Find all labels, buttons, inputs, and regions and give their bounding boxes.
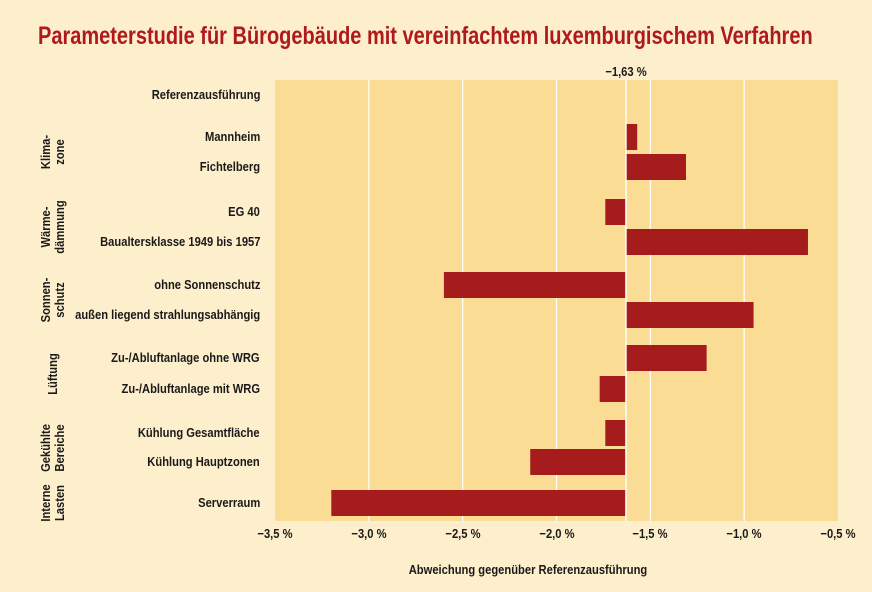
group-label-line: Sonnen- xyxy=(38,277,53,323)
x-tick-label: −2,0 % xyxy=(538,526,575,541)
bar xyxy=(625,154,686,180)
group-label: Klima-zone xyxy=(38,134,67,170)
category-label: außen liegend strahlungsabhängig xyxy=(74,307,260,322)
x-tick-label: −0,5 % xyxy=(820,526,856,541)
bar xyxy=(605,199,626,225)
x-tick-label: −2,5 % xyxy=(445,526,481,541)
category-label: Mannheim xyxy=(204,129,260,144)
bar xyxy=(331,490,626,516)
bar xyxy=(443,272,626,298)
group-label-line: dämmung xyxy=(52,200,67,254)
reference-value-label: −1,63 % xyxy=(605,64,647,79)
category-label: Zu-/Abluftanlage ohne WRG xyxy=(111,350,260,365)
group-label-line: Lasten xyxy=(52,484,67,522)
group-label-line: zone xyxy=(52,139,67,165)
category-label: Zu-/Abluftanlage mit WRG xyxy=(121,381,260,396)
bar xyxy=(625,345,707,371)
bar xyxy=(605,420,626,446)
bar xyxy=(530,449,626,475)
group-label: Sonnen-schutz xyxy=(38,277,67,323)
group-label-line: Interne xyxy=(38,484,53,522)
category-label: Serverraum xyxy=(197,495,260,510)
group-label: Wärme-dämmung xyxy=(38,200,67,254)
group-label-line: Klima- xyxy=(38,134,53,170)
group-label-line: Lüftung xyxy=(45,352,60,395)
bar xyxy=(599,376,626,402)
group-label: Lüftung xyxy=(45,352,60,395)
bar xyxy=(625,229,808,255)
category-label: EG 40 xyxy=(228,204,260,219)
category-label: Kühlung Gesamtfläche xyxy=(138,425,260,440)
group-label-line: schutz xyxy=(52,282,67,318)
x-tick-label: −3,5 % xyxy=(257,526,293,541)
group-label-line: Wärme- xyxy=(38,206,53,248)
group-label: Gekühlte Bereiche xyxy=(38,423,67,472)
reference-category-label: Referenzausführung xyxy=(151,87,260,102)
bar xyxy=(625,124,638,150)
x-axis-label: Abweichung gegenüber Referenzausführung xyxy=(408,562,648,577)
category-label: Baualtersklasse 1949 bis 1957 xyxy=(99,234,260,249)
group-label-line: Gekühlte xyxy=(38,423,53,472)
category-label: Fichtelberg xyxy=(199,159,260,174)
group-label: Interne Lasten xyxy=(38,484,67,522)
x-tick-label: −3,0 % xyxy=(351,526,387,541)
category-label: Kühlung Hauptzonen xyxy=(147,454,260,469)
bar xyxy=(625,302,754,328)
chart-title: Parameterstudie für Bürogebäude mit vere… xyxy=(38,22,813,50)
category-label: ohne Sonnenschutz xyxy=(153,277,260,292)
x-tick-label: −1,0 % xyxy=(726,526,762,541)
group-label-line: Bereiche xyxy=(52,423,67,472)
x-tick-label: −1,5 % xyxy=(632,526,668,541)
